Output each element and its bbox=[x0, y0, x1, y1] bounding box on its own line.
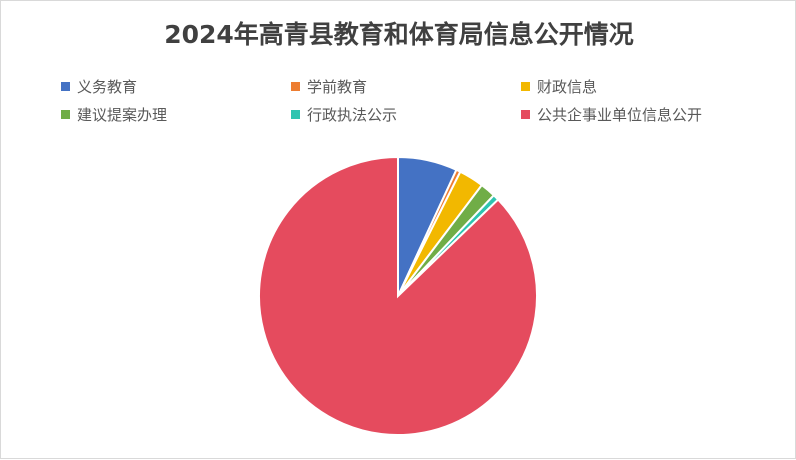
legend-item: 财政信息 bbox=[521, 76, 597, 97]
legend-item: 公共企事业单位信息公开 bbox=[521, 104, 702, 125]
legend-swatch bbox=[291, 82, 300, 91]
legend-label: 财政信息 bbox=[537, 78, 598, 96]
legend-swatch bbox=[291, 110, 300, 119]
legend-label: 义务教育 bbox=[77, 78, 138, 96]
pie-slice-5 bbox=[258, 155, 538, 436]
legend-swatch bbox=[521, 110, 530, 119]
legend-label: 学前教育 bbox=[307, 78, 368, 96]
legend-label: 公共企事业单位信息公开 bbox=[537, 106, 703, 124]
legend-swatch bbox=[521, 82, 530, 91]
legend-item: 义务教育 bbox=[61, 76, 137, 97]
legend-item: 学前教育 bbox=[291, 76, 367, 97]
legend-swatch bbox=[61, 82, 70, 91]
legend-item: 建议提案办理 bbox=[61, 104, 167, 125]
legend-item: 行政执法公示 bbox=[291, 104, 397, 125]
legend-label: 建议提案办理 bbox=[77, 106, 168, 124]
legend-label: 行政执法公示 bbox=[307, 106, 398, 124]
legend-swatch bbox=[61, 110, 70, 119]
chart-title: 2024年高青县教育和体育局信息公开情况 bbox=[164, 20, 634, 49]
